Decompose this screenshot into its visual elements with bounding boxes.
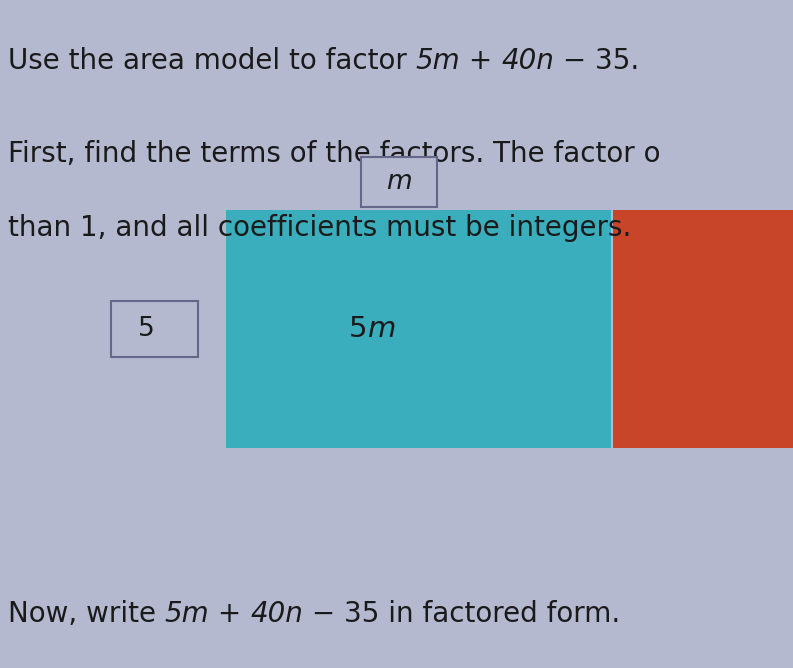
- Text: − 35 in factored form.: − 35 in factored form.: [304, 600, 621, 628]
- Text: 5m: 5m: [165, 600, 209, 628]
- Text: Now, write: Now, write: [8, 600, 165, 628]
- Text: 40n: 40n: [501, 47, 554, 75]
- Text: m: m: [386, 169, 412, 195]
- Text: − 35.: − 35.: [554, 47, 640, 75]
- Text: +: +: [460, 47, 501, 75]
- FancyBboxPatch shape: [362, 157, 437, 207]
- FancyBboxPatch shape: [111, 301, 198, 357]
- Text: 40n: 40n: [251, 600, 304, 628]
- Text: 5: 5: [349, 315, 368, 343]
- Text: 5m: 5m: [416, 47, 460, 75]
- Text: Use the area model to factor: Use the area model to factor: [8, 47, 416, 75]
- FancyBboxPatch shape: [226, 210, 611, 448]
- Text: +: +: [209, 600, 251, 628]
- Text: 5: 5: [138, 316, 155, 342]
- Text: m: m: [368, 315, 396, 343]
- Text: than 1, and all coefficients must be integers.: than 1, and all coefficients must be int…: [8, 214, 631, 242]
- Text: First, find the terms of the factors. The factor o: First, find the terms of the factors. Th…: [8, 140, 661, 168]
- FancyBboxPatch shape: [613, 210, 793, 448]
